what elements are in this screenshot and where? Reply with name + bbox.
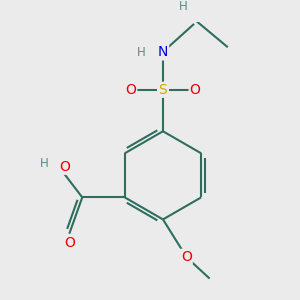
Text: N: N bbox=[158, 45, 168, 59]
Text: H: H bbox=[137, 46, 146, 59]
Text: O: O bbox=[125, 83, 136, 97]
Text: H: H bbox=[40, 157, 48, 170]
Text: S: S bbox=[159, 83, 167, 97]
Text: H: H bbox=[179, 0, 188, 13]
Text: O: O bbox=[64, 236, 75, 250]
Text: O: O bbox=[59, 160, 70, 174]
Text: O: O bbox=[181, 250, 192, 264]
Text: O: O bbox=[190, 83, 201, 97]
